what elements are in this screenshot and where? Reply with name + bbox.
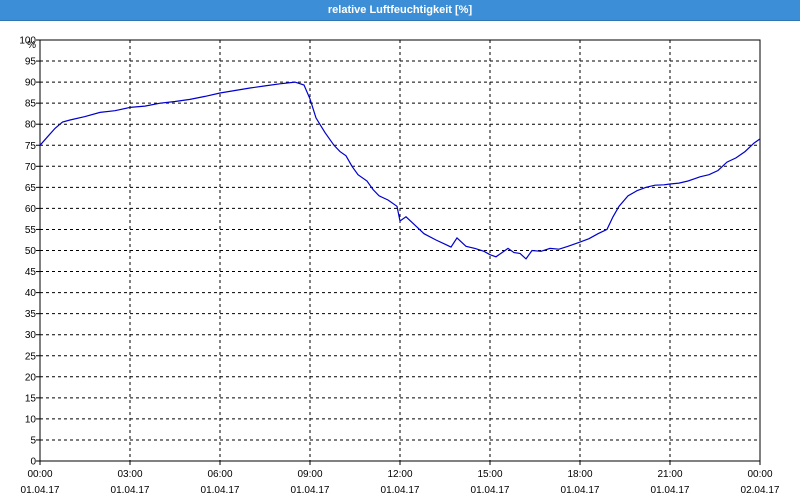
series-layer [40,81,760,260]
y-tick-label: 30 [25,330,37,341]
y-tick-label: 25 [25,351,37,362]
y-tick-label: 60 [25,204,37,215]
x-tick-date-label: 01.04.17 [381,485,420,496]
y-tick-label: 85 [25,99,37,110]
y-tick-label: 45 [25,267,37,278]
y-tick-label: 40 [25,288,37,299]
window-title: relative Luftfeuchtigkeit [%] [327,4,473,16]
chart-area: 0 5 10 15 20 25 30 35 40 45 50 55 60 65 70 75 80 85 90 95 10… [0,21,800,500]
y-tick-label: 0 [30,457,36,468]
x-tick-time-label: 00:00 [27,469,52,480]
humidity-series-line [40,81,760,260]
x-tick-date-label: 01.04.17 [111,485,150,496]
x-tick-time-label: 06:00 [207,469,232,480]
x-tick-date-label: 01.04.17 [21,485,60,496]
window-title-bar: relative Luftfeuchtigkeit [%] [0,0,800,21]
y-tick-label: 80 [25,120,37,131]
y-tick-label: 50 [25,246,37,257]
y-tick-label: 10 [25,414,37,425]
y-tick-label: 20 [25,372,37,383]
x-tick-date-label: 01.04.17 [471,485,510,496]
x-tick-time-label: 15:00 [477,469,502,480]
x-tick-time-label: 12:00 [387,469,412,480]
x-tick-date-label: 02.04.17 [741,485,780,496]
y-axis-ticks: 0 5 10 15 20 25 30 35 40 45 50 55 60 65 70 75 80 85 90 95 10… [19,36,40,468]
y-tick-label: 75 [25,141,37,152]
y-tick-label: 15 [25,393,37,404]
humidity-line-chart: 0 5 10 15 20 25 30 35 40 45 50 55 60 65 70 75 80 85 90 95 10… [19,36,780,497]
y-tick-label: 100 [19,36,36,47]
x-axis-ticks: 00:00 01.04.17 03:00 01.04.17 06:00 01.04.17 0… [21,461,780,496]
y-tick-label: 35 [25,309,37,320]
y-tick-label: 55 [25,225,37,236]
x-tick-time-label: 09:00 [297,469,322,480]
y-axis-unit-label: % [27,40,36,51]
x-tick-date-label: 01.04.17 [201,485,240,496]
y-tick-label: 65 [25,183,37,194]
y-tick-label: 5 [30,435,36,446]
x-tick-time-label: 21:00 [657,469,682,480]
x-tick-time-label: 18:00 [567,469,592,480]
x-tick-date-label: 01.04.17 [291,485,330,496]
y-tick-label: 90 [25,78,37,89]
y-tick-label: 95 [25,57,37,68]
x-tick-date-label: 01.04.17 [651,485,690,496]
x-tick-time-label: 00:00 [747,469,772,480]
x-tick-date-label: 01.04.17 [561,485,600,496]
grid-lines [40,39,760,461]
x-tick-time-label: 03:00 [117,469,142,480]
y-tick-label: 70 [25,162,37,173]
